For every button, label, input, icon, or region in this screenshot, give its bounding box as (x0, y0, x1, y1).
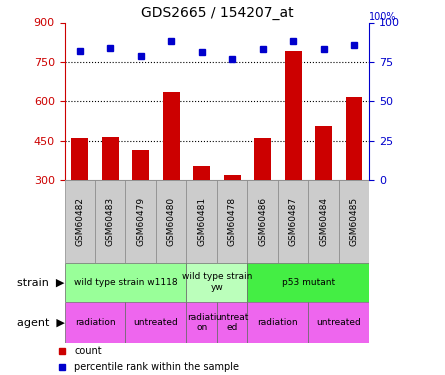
Bar (308, 302, 369, 343)
Bar (95, 180, 125, 262)
Text: count: count (74, 346, 102, 356)
Bar (247, 302, 308, 343)
Text: GSM60483: GSM60483 (106, 196, 115, 246)
Text: wild type strain w1118: wild type strain w1118 (74, 278, 177, 286)
Text: agent  ▶: agent ▶ (16, 318, 65, 327)
Bar (186, 262, 247, 302)
Bar (65, 302, 125, 343)
Text: percentile rank within the sample: percentile rank within the sample (74, 362, 239, 372)
Text: untreated: untreated (316, 318, 361, 327)
Bar (346, 96, 363, 259)
Text: GSM60487: GSM60487 (289, 196, 298, 246)
Bar (217, 302, 247, 343)
Bar (247, 180, 278, 262)
Title: GDS2665 / 154207_at: GDS2665 / 154207_at (141, 6, 293, 20)
Text: strain  ▶: strain ▶ (17, 277, 65, 287)
Bar (339, 180, 369, 262)
Bar (224, 175, 241, 259)
Bar (308, 180, 339, 262)
Bar (102, 138, 119, 259)
Text: radiation: radiation (75, 318, 115, 327)
Text: radiation: radiation (258, 318, 298, 327)
Text: untreated: untreated (134, 318, 178, 327)
Text: GSM60479: GSM60479 (136, 196, 145, 246)
Text: p53 mutant: p53 mutant (282, 278, 335, 286)
Text: GSM60482: GSM60482 (75, 197, 84, 246)
Bar (285, 51, 302, 259)
Bar (125, 180, 156, 262)
Bar (132, 150, 149, 259)
Bar (125, 302, 186, 343)
Bar (315, 126, 332, 259)
Bar (71, 138, 88, 259)
Text: GSM60480: GSM60480 (167, 196, 176, 246)
Bar (193, 166, 210, 259)
Bar (186, 302, 217, 343)
Text: GSM60478: GSM60478 (228, 196, 237, 246)
Bar (186, 180, 217, 262)
Bar (163, 92, 180, 259)
Bar (217, 180, 247, 262)
Text: GSM60486: GSM60486 (258, 196, 267, 246)
Text: GSM60481: GSM60481 (197, 196, 206, 246)
Bar (247, 262, 369, 302)
Bar (156, 180, 186, 262)
Bar (278, 180, 308, 262)
Text: wild type strain
yw: wild type strain yw (182, 273, 252, 292)
Text: GSM60484: GSM60484 (319, 197, 328, 246)
Text: 100%: 100% (369, 12, 397, 22)
Bar (65, 262, 186, 302)
Bar (65, 180, 95, 262)
Text: untreat
ed: untreat ed (215, 313, 249, 332)
Bar (254, 138, 271, 259)
Text: radiati
on: radiati on (187, 313, 216, 332)
Text: GSM60485: GSM60485 (350, 196, 359, 246)
